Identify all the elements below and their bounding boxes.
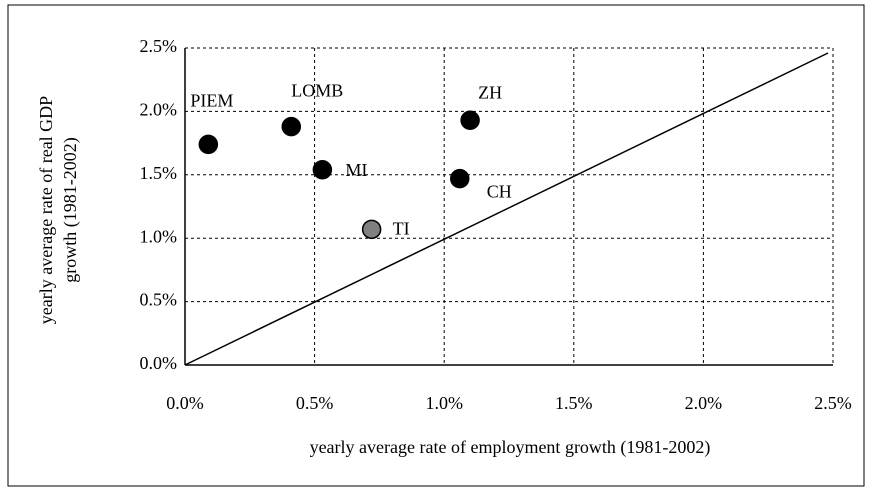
x-axis-label: yearly average rate of employment growth…	[310, 437, 711, 458]
y-tick-label: 2.5%	[140, 36, 178, 56]
x-tick-label: 1.5%	[555, 393, 593, 413]
x-tick-label: 0.5%	[296, 393, 334, 413]
y-tick-label: 2.0%	[140, 100, 178, 120]
x-tick-label: 2.5%	[814, 393, 852, 413]
point-label: TI	[393, 218, 410, 238]
x-tick-label: 0.0%	[166, 393, 204, 413]
y-tick-label: 0.0%	[140, 353, 178, 373]
point	[312, 159, 333, 180]
y-tick-label: 1.5%	[140, 163, 178, 183]
point-label: LOMB	[291, 81, 343, 101]
point-label: PIEM	[190, 90, 233, 110]
y-tick-label: 1.0%	[140, 226, 178, 246]
y-axis-label-line: growth (1981-2002)	[60, 137, 81, 282]
x-tick-label: 1.0%	[425, 393, 463, 413]
point-label: MI	[345, 160, 367, 180]
y-axis-label: yearly average rate of real GDP growth (…	[36, 96, 81, 324]
point	[198, 134, 219, 155]
point	[460, 110, 480, 131]
frame	[7, 4, 865, 487]
y-tick-label: 0.5%	[140, 290, 178, 310]
point-label: CH	[487, 182, 512, 202]
point	[281, 116, 302, 137]
x-tick-label: 2.0%	[685, 393, 723, 413]
point-label: ZH	[478, 82, 502, 102]
diagonal-line	[184, 52, 829, 366]
point	[361, 219, 382, 240]
point	[450, 168, 470, 189]
y-axis-label-line: yearly average rate of real GDP	[36, 96, 56, 324]
